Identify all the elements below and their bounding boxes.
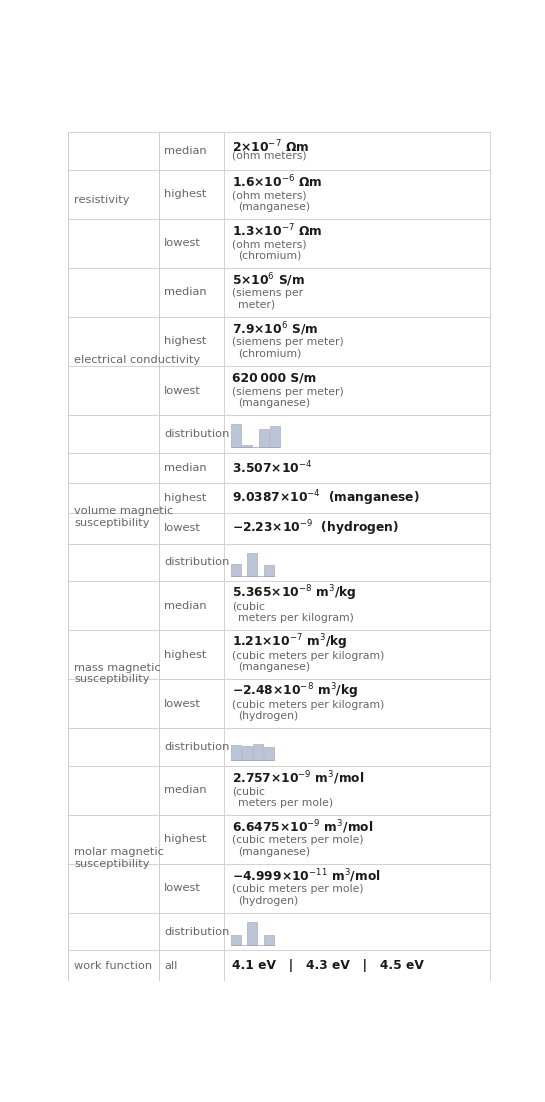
Bar — [247, 553, 257, 575]
Bar — [231, 424, 241, 447]
Bar — [231, 745, 241, 760]
Text: 7.9×10$^{6}$ S/m: 7.9×10$^{6}$ S/m — [232, 321, 318, 338]
Text: lowest: lowest — [165, 238, 201, 248]
Text: highest: highest — [165, 834, 207, 844]
Bar — [270, 426, 280, 447]
Text: meter): meter) — [238, 300, 275, 310]
Bar — [253, 744, 263, 760]
Text: distribution: distribution — [165, 558, 230, 568]
Text: 620 000 S/m: 620 000 S/m — [232, 371, 317, 385]
Text: molar magnetic
susceptibility: molar magnetic susceptibility — [74, 847, 164, 868]
Text: electrical conductivity: electrical conductivity — [74, 355, 201, 365]
Text: (ohm meters): (ohm meters) — [232, 151, 307, 161]
Text: (cubic: (cubic — [232, 786, 265, 797]
Text: lowest: lowest — [165, 699, 201, 709]
Text: 3.507×10$^{-4}$: 3.507×10$^{-4}$ — [232, 460, 312, 476]
Text: (ohm meters): (ohm meters) — [232, 239, 307, 249]
Text: 9.0387×10$^{-4}$  (manganese): 9.0387×10$^{-4}$ (manganese) — [232, 488, 420, 508]
Text: (cubic meters per mole): (cubic meters per mole) — [232, 885, 364, 895]
Text: 5.365×10$^{-8}$ m$^{3}$/kg: 5.365×10$^{-8}$ m$^{3}$/kg — [232, 583, 356, 603]
Bar — [231, 563, 241, 575]
Bar — [231, 934, 241, 946]
Text: (cubic meters per kilogram): (cubic meters per kilogram) — [232, 650, 385, 660]
Text: (hydrogen): (hydrogen) — [238, 896, 299, 906]
Text: (cubic meters per mole): (cubic meters per mole) — [232, 835, 364, 845]
Text: meters per mole): meters per mole) — [238, 798, 334, 808]
Text: (manganese): (manganese) — [238, 846, 311, 856]
Text: volume magnetic
susceptibility: volume magnetic susceptibility — [74, 506, 173, 528]
Text: resistivity: resistivity — [74, 195, 130, 205]
Text: (cubic: (cubic — [232, 602, 265, 612]
Text: (siemens per meter): (siemens per meter) — [232, 387, 344, 397]
Bar — [264, 934, 274, 946]
Bar — [264, 565, 274, 575]
Text: lowest: lowest — [165, 884, 201, 894]
Bar — [258, 429, 269, 447]
Text: 6.6475×10$^{-9}$ m$^{3}$/mol: 6.6475×10$^{-9}$ m$^{3}$/mol — [232, 819, 373, 836]
Text: median: median — [165, 288, 207, 298]
Text: (ohm meters): (ohm meters) — [232, 191, 307, 201]
Text: (manganese): (manganese) — [238, 662, 311, 672]
Text: −4.999×10$^{-11}$ m$^{3}$/mol: −4.999×10$^{-11}$ m$^{3}$/mol — [232, 867, 381, 885]
Text: highest: highest — [165, 493, 207, 504]
Text: highest: highest — [165, 336, 207, 346]
Text: (cubic meters per kilogram): (cubic meters per kilogram) — [232, 700, 385, 710]
Text: 2×10$^{-7}$ Ωm: 2×10$^{-7}$ Ωm — [232, 138, 310, 155]
Text: (hydrogen): (hydrogen) — [238, 711, 299, 721]
Text: mass magnetic
susceptibility: mass magnetic susceptibility — [74, 662, 161, 684]
Text: 2.757×10$^{-9}$ m$^{3}$/mol: 2.757×10$^{-9}$ m$^{3}$/mol — [232, 769, 365, 787]
Text: (chromium): (chromium) — [238, 250, 302, 261]
Text: lowest: lowest — [165, 386, 201, 396]
Text: all: all — [165, 961, 178, 971]
Text: −2.23×10$^{-9}$  (hydrogen): −2.23×10$^{-9}$ (hydrogen) — [232, 519, 399, 538]
Text: 1.6×10$^{-6}$ Ωm: 1.6×10$^{-6}$ Ωm — [232, 174, 323, 191]
Text: distribution: distribution — [165, 927, 230, 937]
Text: (manganese): (manganese) — [238, 398, 311, 408]
Text: (chromium): (chromium) — [238, 348, 302, 359]
Text: (manganese): (manganese) — [238, 202, 311, 212]
Text: 5×10$^{6}$ S/m: 5×10$^{6}$ S/m — [232, 271, 305, 289]
Bar — [242, 746, 252, 760]
Text: −2.48×10$^{-8}$ m$^{3}$/kg: −2.48×10$^{-8}$ m$^{3}$/kg — [232, 682, 359, 701]
Text: meters per kilogram): meters per kilogram) — [238, 613, 354, 623]
Bar — [247, 922, 257, 946]
Text: 1.3×10$^{-7}$ Ωm: 1.3×10$^{-7}$ Ωm — [232, 223, 323, 239]
Text: lowest: lowest — [165, 523, 201, 533]
Text: median: median — [165, 463, 207, 473]
Text: work function: work function — [74, 961, 153, 971]
Text: (siemens per meter): (siemens per meter) — [232, 337, 344, 347]
Text: 1.21×10$^{-7}$ m$^{3}$/kg: 1.21×10$^{-7}$ m$^{3}$/kg — [232, 633, 348, 652]
Text: median: median — [165, 145, 207, 156]
Bar — [264, 747, 274, 760]
Text: highest: highest — [165, 650, 207, 660]
Text: median: median — [165, 601, 207, 611]
Text: distribution: distribution — [165, 429, 230, 439]
Text: median: median — [165, 786, 207, 796]
Text: highest: highest — [165, 190, 207, 199]
Bar — [242, 445, 252, 447]
Text: distribution: distribution — [165, 742, 230, 752]
Text: 4.1 eV   |   4.3 eV   |   4.5 eV: 4.1 eV | 4.3 eV | 4.5 eV — [232, 959, 424, 972]
Text: (siemens per: (siemens per — [232, 289, 303, 299]
